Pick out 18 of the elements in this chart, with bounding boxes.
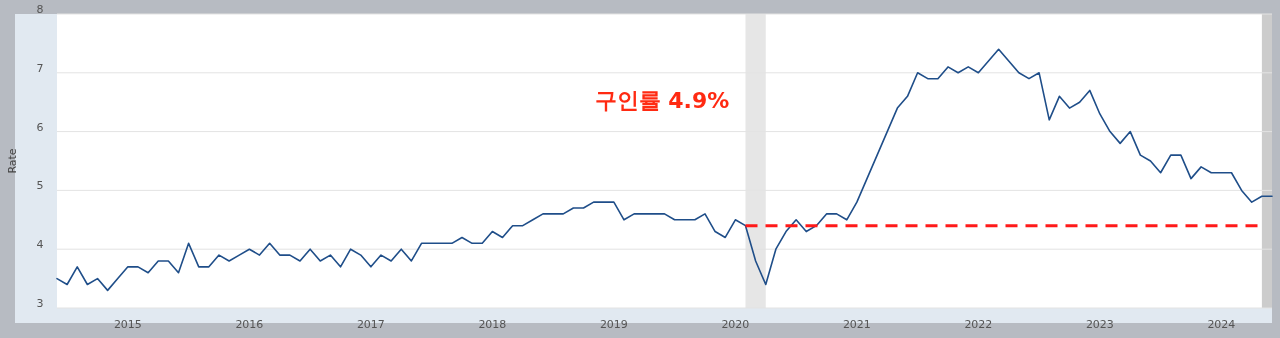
- x-tick-label: 2022: [964, 318, 993, 331]
- x-tick-label: 2015: [113, 318, 142, 331]
- x-tick-label: 2021: [842, 318, 871, 331]
- y-tick-label: 8: [36, 3, 44, 16]
- y-tick-label: 3: [36, 297, 44, 310]
- y-tick-label: 4: [36, 238, 44, 252]
- y-tick-label: 7: [36, 61, 44, 75]
- annotation: 구인률 4.9%: [594, 88, 730, 113]
- x-tick-label: 2024: [1207, 318, 1236, 331]
- y-tick-label: 6: [36, 120, 44, 134]
- y-axis-title: Rate: [6, 148, 19, 174]
- x-tick-label: 2019: [599, 318, 628, 331]
- x-tick-label: 2023: [1085, 318, 1114, 331]
- x-tick-label: 2020: [721, 318, 750, 331]
- x-tick-label: 2018: [478, 318, 507, 331]
- y-tick-label: 5: [36, 179, 44, 193]
- x-tick-label: 2016: [235, 318, 264, 331]
- x-tick-label: 2017: [356, 318, 385, 331]
